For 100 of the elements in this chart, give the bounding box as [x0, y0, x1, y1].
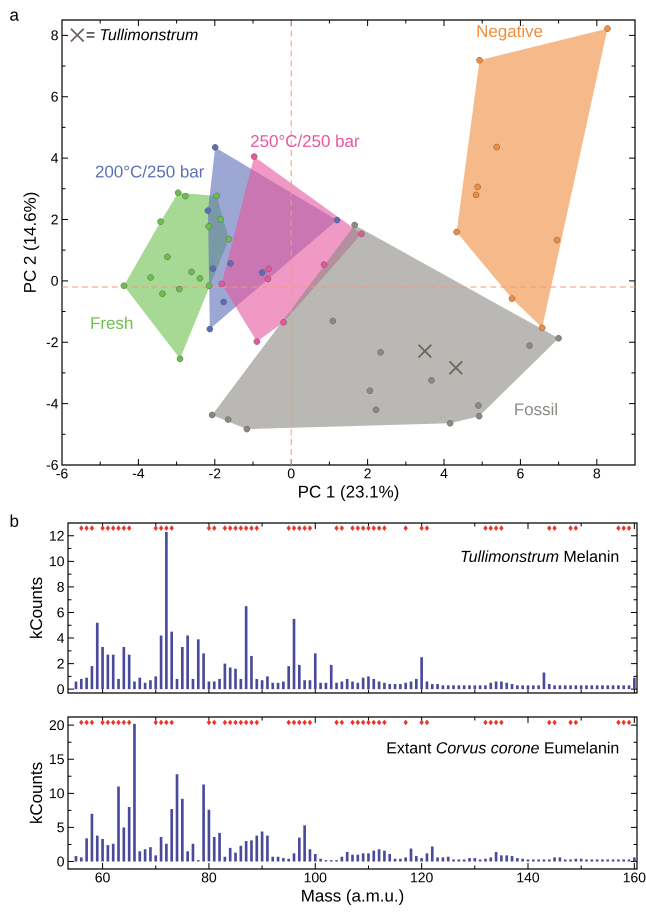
- y-axis-title: PC 2 (14.6%): [23, 192, 40, 292]
- bar: [569, 685, 572, 690]
- bar: [452, 685, 455, 690]
- bar: [612, 859, 614, 862]
- point: [120, 282, 128, 290]
- bar: [303, 825, 306, 862]
- bar: [149, 847, 152, 862]
- point: [224, 416, 232, 423]
- bar: [436, 684, 439, 690]
- bar: [462, 859, 466, 862]
- bar: [426, 853, 428, 862]
- bar: [74, 856, 78, 862]
- point: [208, 412, 216, 418]
- bar: [266, 836, 269, 862]
- y-tick-label: 12: [50, 530, 64, 541]
- bar: [298, 838, 301, 862]
- x-tick-label: -4: [132, 468, 144, 478]
- bar: [340, 856, 344, 862]
- bar: [90, 814, 94, 862]
- bar: [510, 684, 514, 690]
- bar: [181, 646, 184, 690]
- bar: [410, 848, 412, 862]
- bar: [292, 853, 296, 862]
- bar: [154, 676, 158, 690]
- bar: [122, 827, 126, 862]
- bar: [372, 850, 376, 862]
- bar: [314, 854, 317, 862]
- bar: [250, 656, 253, 690]
- bar: [181, 798, 184, 862]
- point: [206, 282, 212, 290]
- y-tick-label: 5: [57, 822, 64, 832]
- point: [212, 144, 218, 151]
- bar: [340, 681, 344, 690]
- bar: [478, 859, 482, 862]
- bar: [276, 682, 280, 690]
- point: [428, 377, 435, 384]
- chart-title: b: [10, 514, 18, 527]
- y-tick-label: 2: [57, 658, 64, 668]
- bar: [208, 810, 210, 862]
- y-tick-label: 2: [51, 214, 58, 224]
- bar: [170, 809, 174, 862]
- bar: [212, 681, 216, 690]
- point: [474, 184, 481, 190]
- bar: [218, 832, 221, 862]
- x-tick-label: 8: [594, 468, 600, 478]
- point: [555, 334, 562, 342]
- bar: [80, 857, 83, 862]
- point: [258, 269, 266, 276]
- bar: [74, 681, 78, 690]
- bar: [106, 654, 110, 690]
- bar: [500, 681, 503, 690]
- bar: [160, 635, 162, 690]
- point: [475, 402, 482, 409]
- point: [210, 265, 216, 272]
- y-tick-label: 10: [50, 556, 64, 566]
- x-tick-label: 120: [411, 872, 433, 882]
- point: [244, 426, 250, 432]
- point: [366, 387, 374, 394]
- point: [176, 356, 184, 362]
- bar: [351, 681, 354, 690]
- bar: [144, 849, 146, 862]
- point: [330, 318, 336, 324]
- bar: [250, 840, 253, 862]
- bar: [367, 853, 370, 862]
- bar: [596, 859, 598, 862]
- point: [217, 216, 224, 222]
- x-tick-label: 0: [288, 468, 295, 478]
- bar: [388, 684, 392, 690]
- point: [157, 218, 164, 225]
- point: [213, 192, 220, 200]
- y-tick-label: 6: [57, 608, 64, 618]
- x-axis-title: Mass (a.m.u.): [302, 889, 404, 906]
- bar: [106, 845, 110, 862]
- point: [351, 222, 358, 228]
- x-tick-label: 60: [96, 872, 110, 882]
- bar: [500, 855, 503, 862]
- bar: [553, 857, 556, 862]
- bar: [564, 859, 567, 862]
- bar: [234, 852, 237, 862]
- bar: [484, 685, 487, 690]
- point: [147, 274, 154, 281]
- bar: [117, 786, 120, 862]
- bar: [138, 678, 142, 690]
- bar: [80, 678, 83, 690]
- point: [280, 319, 287, 326]
- bar: [330, 664, 333, 690]
- series-label: 200°C/250 bar: [96, 165, 204, 178]
- bar: [351, 854, 354, 862]
- bar: [426, 681, 428, 690]
- x-tick-label: 160: [624, 872, 646, 882]
- bar: [372, 678, 376, 690]
- point: [377, 349, 384, 356]
- point: [453, 228, 460, 236]
- x-tick-label: 2: [364, 468, 371, 478]
- bar: [468, 685, 471, 690]
- bar: [271, 856, 274, 862]
- bar: [346, 852, 349, 862]
- bar: [85, 678, 88, 690]
- point: [205, 223, 212, 230]
- point: [526, 342, 533, 349]
